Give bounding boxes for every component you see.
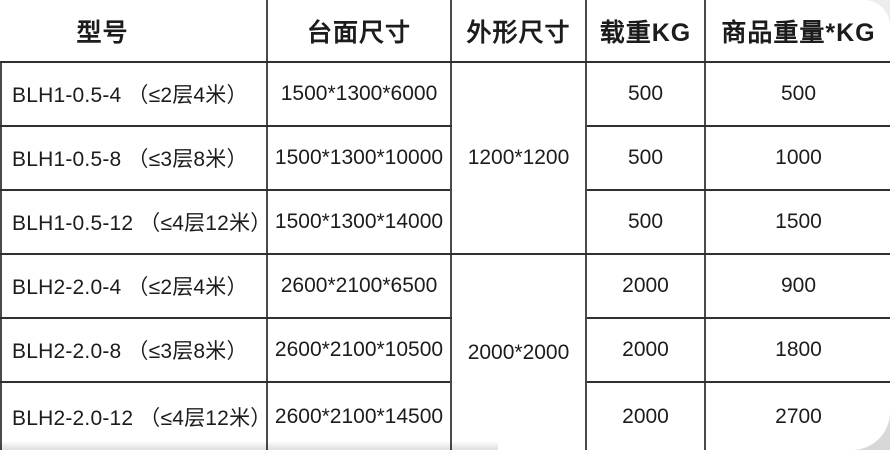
load-capacity-cell: 2000 bbox=[585, 253, 706, 319]
spec-row: BLH2-2.0-4 （≤2层4米） 2600*2100*6500 2000*2… bbox=[0, 253, 890, 450]
model-cell: BLH2-2.0-4 （≤2层4米） bbox=[0, 253, 268, 319]
load-capacity-cell: 2000 bbox=[585, 381, 706, 450]
spec-row: BLH2-2.0-8 （≤3层8米） 2600*2100*10500 2000 … bbox=[0, 317, 890, 383]
spec-row: BLH1-0.5-12 （≤4层12米） 1500*1300*14000 500… bbox=[0, 189, 890, 255]
product-weight-cell: 1000 bbox=[704, 125, 890, 191]
model-cell: BLH2-2.0-12 （≤4层12米） bbox=[0, 381, 268, 450]
column-header-model: 型号 bbox=[1, 0, 268, 63]
model-cell: BLH1-0.5-8 （≤3层8米） bbox=[0, 125, 268, 191]
product-weight-cell: 900 bbox=[704, 253, 890, 319]
product-weight-cell: 1500 bbox=[704, 189, 890, 255]
load-capacity-cell: 2000 bbox=[585, 317, 706, 383]
column-header-overall-size: 外形尺寸 bbox=[450, 0, 587, 63]
load-capacity-cell: 500 bbox=[585, 125, 706, 191]
load-capacity-cell: 500 bbox=[585, 189, 706, 255]
surface-size-cell: 1500*1300*6000 bbox=[266, 61, 452, 127]
column-header-surface-size: 台面尺寸 bbox=[266, 0, 452, 63]
overall-size-cell: 1200*1200 bbox=[450, 61, 587, 255]
product-weight-cell: 2700 bbox=[704, 381, 890, 450]
surface-size-cell: 2600*2100*6500 bbox=[266, 253, 452, 319]
model-cell: BLH1-0.5-12 （≤4层12米） bbox=[0, 189, 268, 255]
surface-size-cell: 2600*2100*14500 bbox=[266, 381, 452, 450]
header-row: 型号 台面尺寸 外形尺寸 载重KG 商品重量*KG bbox=[1, 0, 890, 63]
spec-row: BLH1-0.5-4 （≤2层4米） 1500*1300*6000 1200*1… bbox=[0, 61, 890, 255]
spec-row: BLH1-0.5-8 （≤3层8米） 1500*1300*10000 500 1… bbox=[0, 125, 890, 191]
model-cell: BLH2-2.0-8 （≤3层8米） bbox=[0, 317, 268, 383]
model-cell: BLH1-0.5-4 （≤2层4米） bbox=[0, 61, 268, 127]
spec-row: BLH2-2.0-12 （≤4层12米） 2600*2100*14500 200… bbox=[0, 381, 890, 450]
product-weight-cell: 500 bbox=[704, 61, 890, 127]
surface-size-cell: 1500*1300*14000 bbox=[266, 189, 452, 255]
load-capacity-cell: 500 bbox=[585, 61, 706, 127]
product-weight-cell: 1800 bbox=[704, 317, 890, 383]
surface-size-cell: 1500*1300*10000 bbox=[266, 125, 452, 191]
overall-size-cell: 2000*2000 bbox=[450, 253, 587, 450]
column-header-load-capacity: 载重KG bbox=[585, 0, 706, 63]
column-header-product-weight: 商品重量*KG bbox=[704, 0, 890, 63]
surface-size-cell: 2600*2100*10500 bbox=[266, 317, 452, 383]
